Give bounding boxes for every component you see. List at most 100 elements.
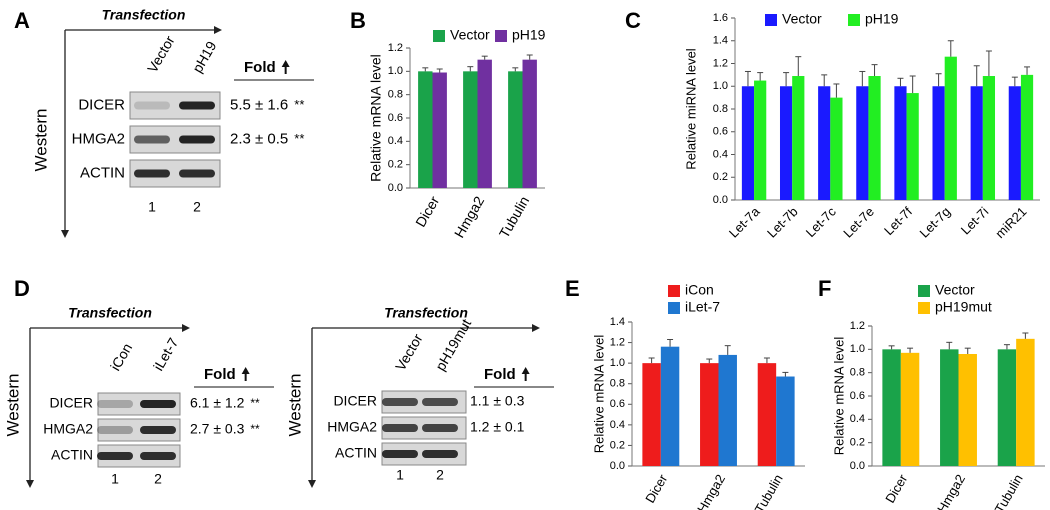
blot-heading: Transfection [68,305,152,321]
arrow-head [182,324,190,332]
y-tick-label: 1.2 [713,57,728,69]
legend-swatch [848,14,860,26]
bar [1016,338,1035,466]
x-tick-label: miR21 [992,204,1029,241]
error-bar [946,341,953,350]
error-bar [648,357,655,364]
lane-label: pH19mut [432,316,474,373]
legend-swatch [918,302,930,314]
error-bar [1003,344,1010,350]
y-tick-label: 1.6 [713,12,728,24]
lane-number: 1 [148,199,156,215]
lane-label: Vector [392,331,426,374]
bar [741,86,755,200]
y-tick-label: 0.2 [713,171,728,183]
row-label: DICER [49,395,93,411]
x-tick-label: Hmga2 [694,472,728,510]
bar [856,86,869,200]
x-tick-label: Dicer [642,471,670,505]
error-bar [436,68,443,73]
bar [1020,74,1034,200]
x-tick-label: Let-7e [840,204,877,241]
row-label: HMGA2 [72,130,125,147]
error-bar [744,70,751,87]
fold-arrow-head [521,367,530,374]
bar [779,86,793,200]
row-label: HMGA2 [327,419,377,435]
error-bar [935,73,942,87]
blot-band [382,398,418,406]
row-label: DICER [78,96,125,113]
blot-band [97,452,133,460]
lane-number: 2 [436,467,444,483]
panel-letter: D [14,276,30,301]
legend-label: Vector [782,11,822,27]
panel-letter: F [818,276,831,301]
fold-value: 5.5 ± 1.6 [230,96,288,113]
row-label: ACTIN [80,164,125,181]
arrow-head [61,230,69,238]
error-bar [985,50,992,77]
error-bar [422,67,429,72]
y-tick-label: 1.2 [388,42,403,54]
y-tick-label: 1.0 [610,357,625,369]
y-tick-label: 0.0 [850,460,865,472]
y-tick-label: 0.6 [850,390,865,402]
x-tick-label: Let-7c [803,204,840,241]
bar [940,349,959,466]
y-tick-label: 0.4 [388,135,403,147]
panel-letter: B [350,8,366,33]
legend-swatch [433,30,445,42]
blot-strip [97,392,181,416]
side-label: Western [3,374,22,437]
blot-band [422,450,458,458]
bar [508,71,523,188]
bar [818,86,831,200]
bar [660,346,680,466]
bar [970,86,983,200]
bar [932,86,945,200]
bar [906,93,919,200]
x-tick-label: Dicer [412,193,442,230]
fold-value: 2.3 ± 0.5 [230,130,288,147]
error-bar [907,347,914,353]
lane-number: 1 [111,471,119,487]
y-tick-label: 0.8 [850,367,865,379]
significance: ** [250,422,260,436]
blot-band [134,101,170,110]
error-bar [512,67,519,72]
error-bar [763,357,770,364]
x-tick-label: Let-7g [917,204,954,241]
error-bar [1024,66,1031,75]
fold-header: Fold [484,366,516,383]
y-tick-label: 1.4 [713,35,728,47]
bar [882,349,901,466]
bar [997,349,1017,466]
bar [463,71,478,188]
legend-label: pH19mut [935,299,992,315]
error-bar [833,83,840,98]
blot-band [179,101,215,110]
lane-label: pH19 [189,38,220,75]
fold-header: Fold [204,366,236,383]
error-bar [724,345,731,355]
significance: ** [250,396,260,410]
panel-letter: E [565,276,580,301]
legend-swatch [765,14,777,26]
x-tick-label: Let-7a [726,203,763,240]
blot-band [134,169,170,178]
x-tick-label: Tubulin [496,193,533,240]
arrow-head [532,324,540,332]
error-bar [859,70,866,87]
y-tick-label: 1.0 [388,65,403,77]
error-bar [481,55,488,60]
bar [958,354,977,466]
y-tick-label: 0.0 [713,194,728,206]
blot-strip [97,418,181,442]
error-bar [667,338,674,347]
bar [830,97,843,200]
side-label: Western [285,374,304,437]
blot-band [97,400,133,408]
